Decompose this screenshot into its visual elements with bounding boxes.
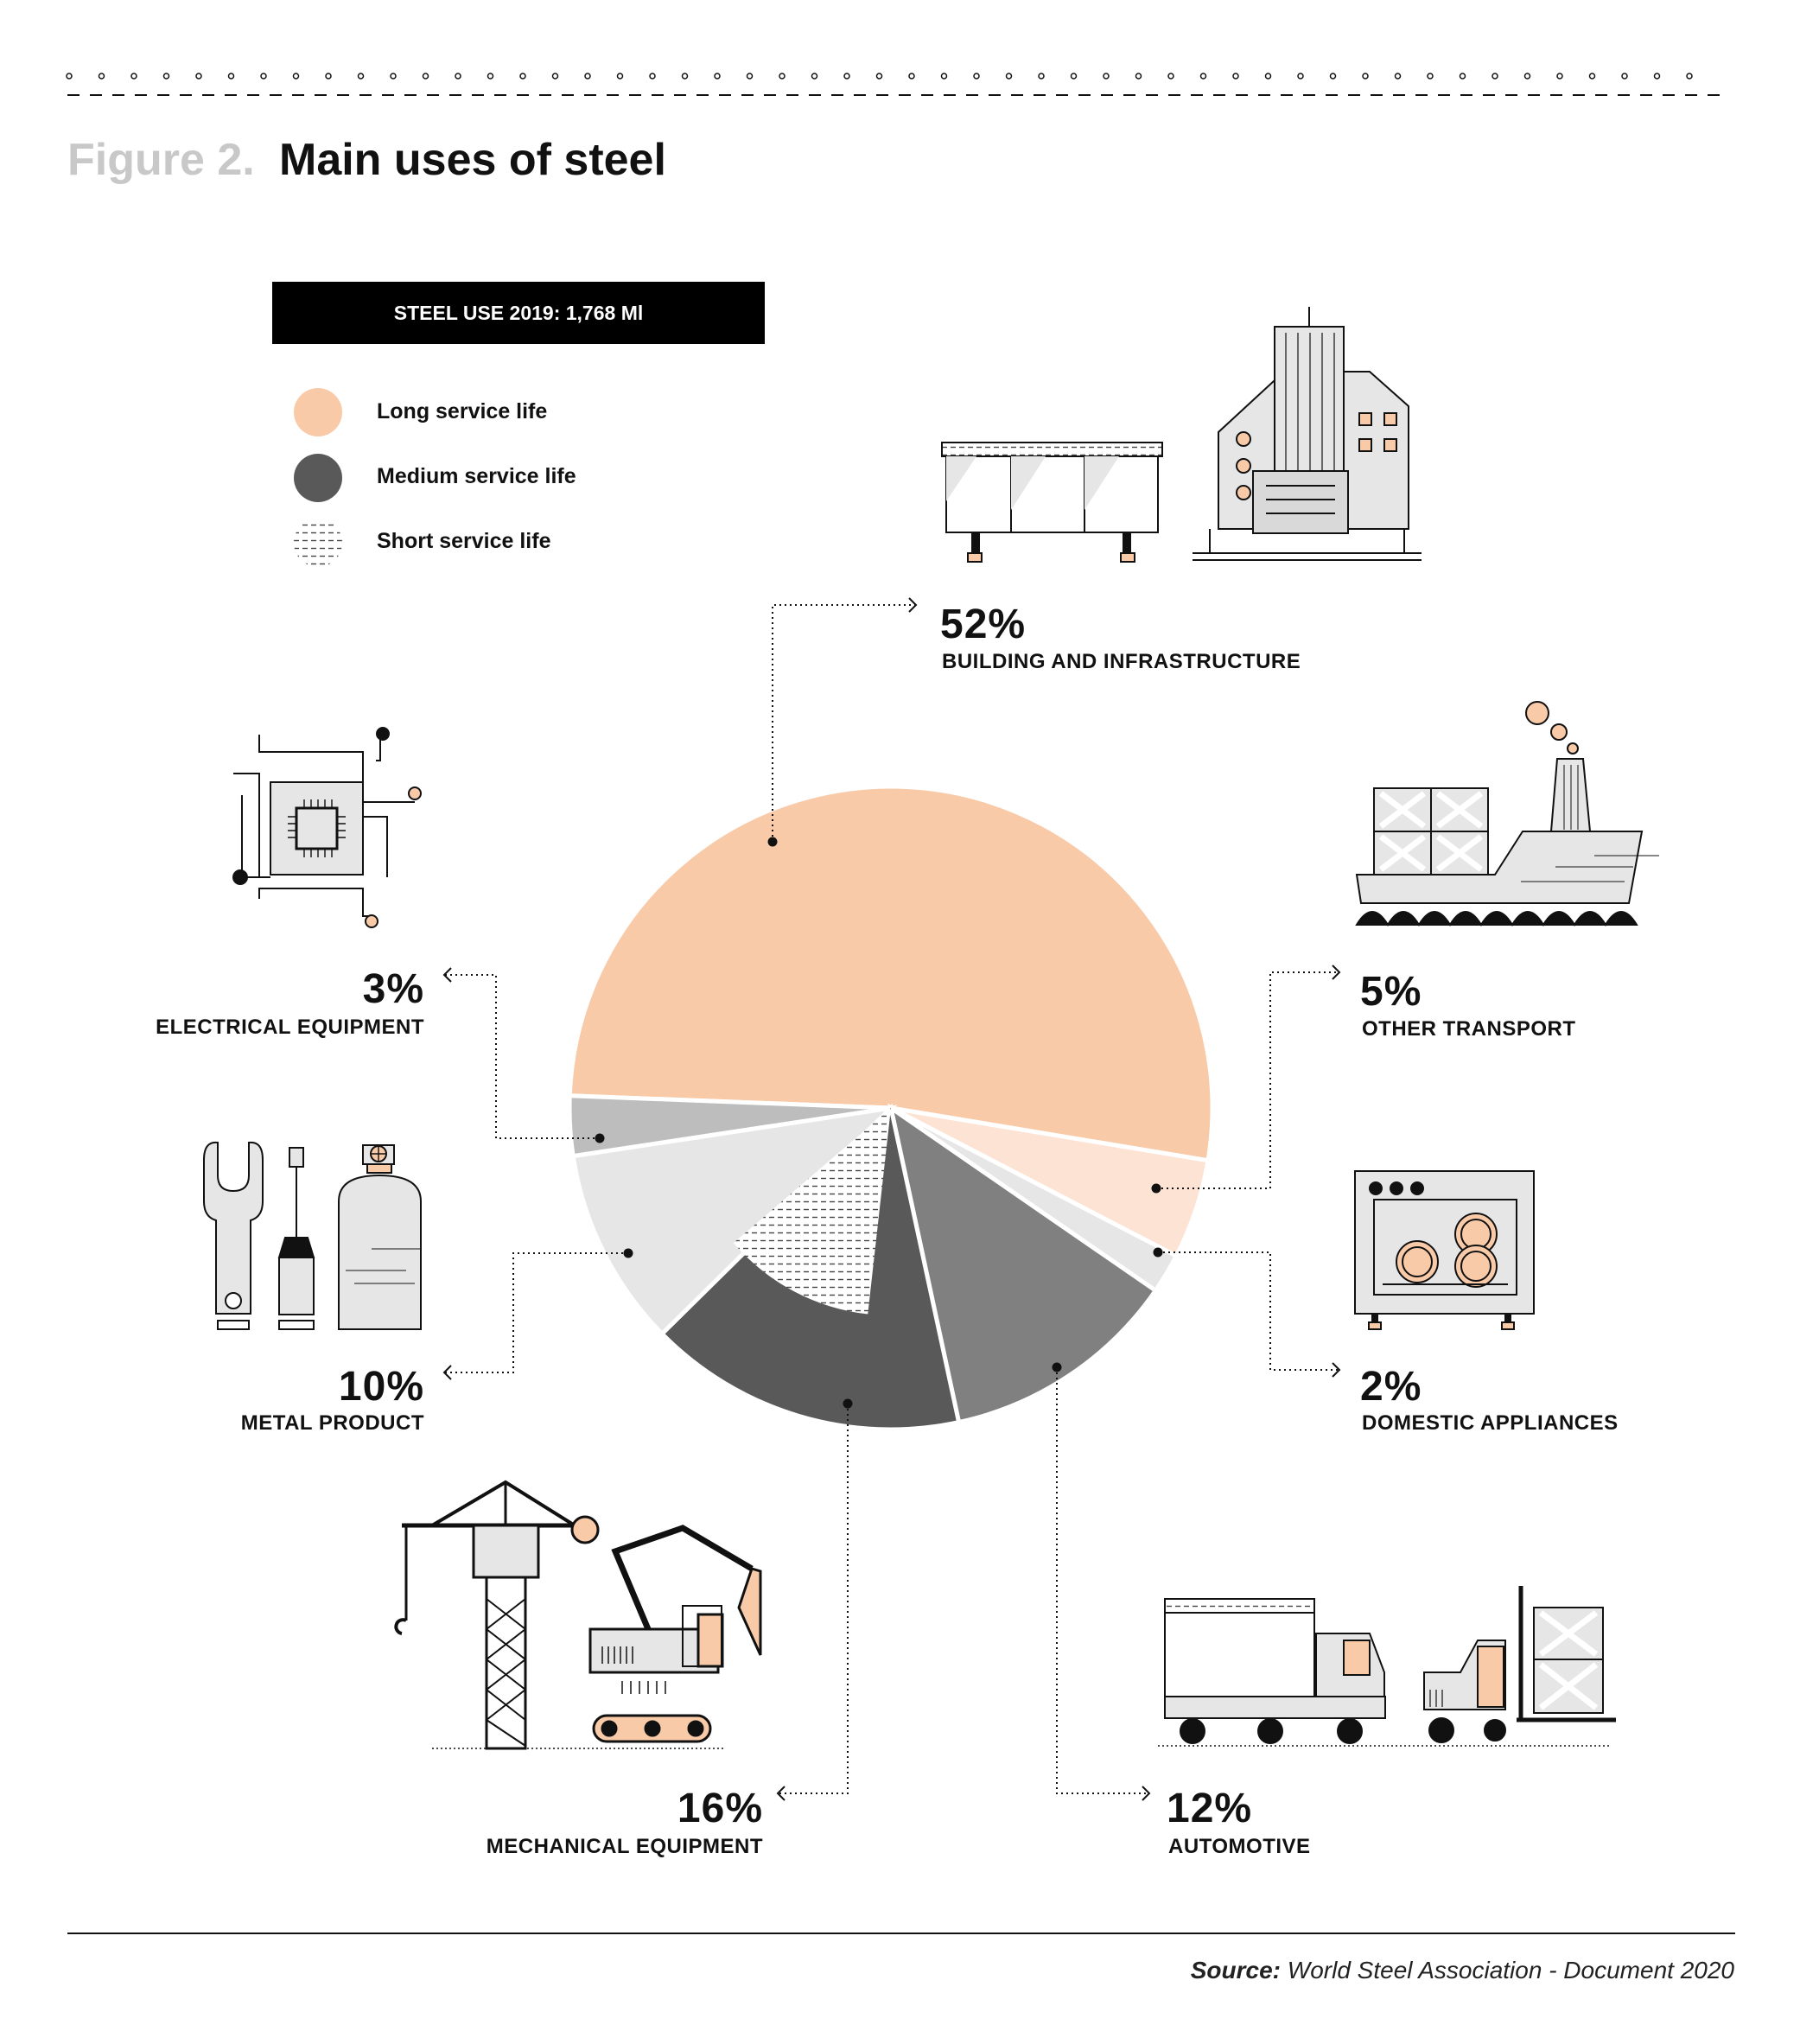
leader-line-domestic-appliances bbox=[1158, 1251, 1339, 1371]
building-infrastructure-icon bbox=[941, 307, 1422, 563]
data-label-building-pct: 52% bbox=[940, 602, 1027, 647]
leader-line-mechanical bbox=[778, 1404, 849, 1794]
pie-slice-metal-product bbox=[570, 1105, 898, 1337]
legend-label-short: Short service life bbox=[377, 529, 551, 553]
data-label-electrical-pct: 3% bbox=[362, 966, 424, 1012]
category-label-metal-product: METAL PRODUCT bbox=[240, 1411, 424, 1435]
crane-excavator-icon bbox=[394, 1480, 762, 1750]
source-label: Source: bbox=[1190, 1957, 1281, 1984]
category-label-domestic-appliances: DOMESTIC APPLIANCES bbox=[1362, 1411, 1619, 1435]
leader-arrow-building bbox=[908, 597, 918, 613]
leader-arrow-automotive bbox=[1142, 1786, 1151, 1801]
legend-swatch-medium bbox=[294, 454, 342, 502]
leader-arrow-electrical bbox=[442, 967, 452, 983]
data-label-mechanical-pct: 16% bbox=[677, 1786, 763, 1831]
legend-label-long: Long service life bbox=[377, 399, 548, 423]
legend-label-medium: Medium service life bbox=[377, 464, 576, 488]
pie-slice-automotive bbox=[887, 1103, 1159, 1425]
category-label-other-transport: OTHER TRANSPORT bbox=[1362, 1017, 1576, 1041]
leader-arrow-domestic-appliances bbox=[1332, 1362, 1341, 1378]
tools-icon bbox=[203, 1141, 422, 1330]
pie-slice-short-life-hatch bbox=[733, 1108, 891, 1315]
ship-icon bbox=[1355, 701, 1659, 926]
leader-arrow-metal-product bbox=[442, 1365, 452, 1380]
legend-swatch-long bbox=[294, 388, 342, 436]
leader-line-building bbox=[772, 604, 916, 842]
data-label-automotive-pct: 12% bbox=[1167, 1786, 1253, 1831]
leader-dot-mechanical bbox=[843, 1398, 853, 1409]
pie-chart bbox=[567, 784, 1215, 1432]
data-label-domestic-appliances-pct: 2% bbox=[1360, 1364, 1422, 1410]
leader-arrow-other-transport bbox=[1332, 965, 1341, 980]
top-border bbox=[66, 73, 1720, 96]
category-label-automotive: AUTOMOTIVE bbox=[1168, 1835, 1311, 1858]
leader-dot-building bbox=[767, 837, 778, 847]
leader-line-metal-product bbox=[444, 1252, 628, 1373]
leader-dot-domestic-appliances bbox=[1153, 1247, 1163, 1258]
source-note: Source: World Steel Association - Docume… bbox=[1191, 1957, 1734, 1984]
leader-line-electrical bbox=[444, 974, 600, 1139]
leader-lines bbox=[442, 597, 1341, 1801]
figure-number: Figure 2. bbox=[67, 135, 255, 185]
leader-line-other-transport bbox=[1156, 971, 1339, 1189]
figure-title: Main uses of steel bbox=[279, 135, 666, 185]
steel-use-banner: STEEL USE 2019: 1,768 Ml bbox=[272, 282, 765, 344]
leader-dot-electrical bbox=[595, 1133, 605, 1143]
pie-slice-electrical bbox=[567, 1093, 892, 1159]
leader-dot-other-transport bbox=[1151, 1183, 1161, 1194]
category-label-mechanical: MECHANICAL EQUIPMENT bbox=[486, 1835, 763, 1858]
legend-swatch-short bbox=[294, 519, 342, 567]
appliance-icon bbox=[1354, 1170, 1535, 1330]
data-label-metal-product-pct: 10% bbox=[338, 1364, 424, 1410]
category-label-building: BUILDING AND INFRASTRUCTURE bbox=[942, 650, 1301, 673]
circuit-icon bbox=[232, 727, 422, 928]
leader-dot-metal-product bbox=[623, 1248, 633, 1258]
leader-line-automotive bbox=[1056, 1367, 1149, 1794]
data-label-other-transport-pct: 5% bbox=[1360, 969, 1422, 1015]
truck-forklift-icon bbox=[1158, 1586, 1616, 1747]
source-text: World Steel Association - Document 2020 bbox=[1287, 1957, 1734, 1984]
pie-slice-building bbox=[567, 784, 1215, 1163]
category-label-electrical: ELECTRICAL EQUIPMENT bbox=[156, 1016, 424, 1039]
leader-arrow-mechanical bbox=[776, 1786, 786, 1801]
leader-dot-automotive bbox=[1052, 1362, 1062, 1372]
